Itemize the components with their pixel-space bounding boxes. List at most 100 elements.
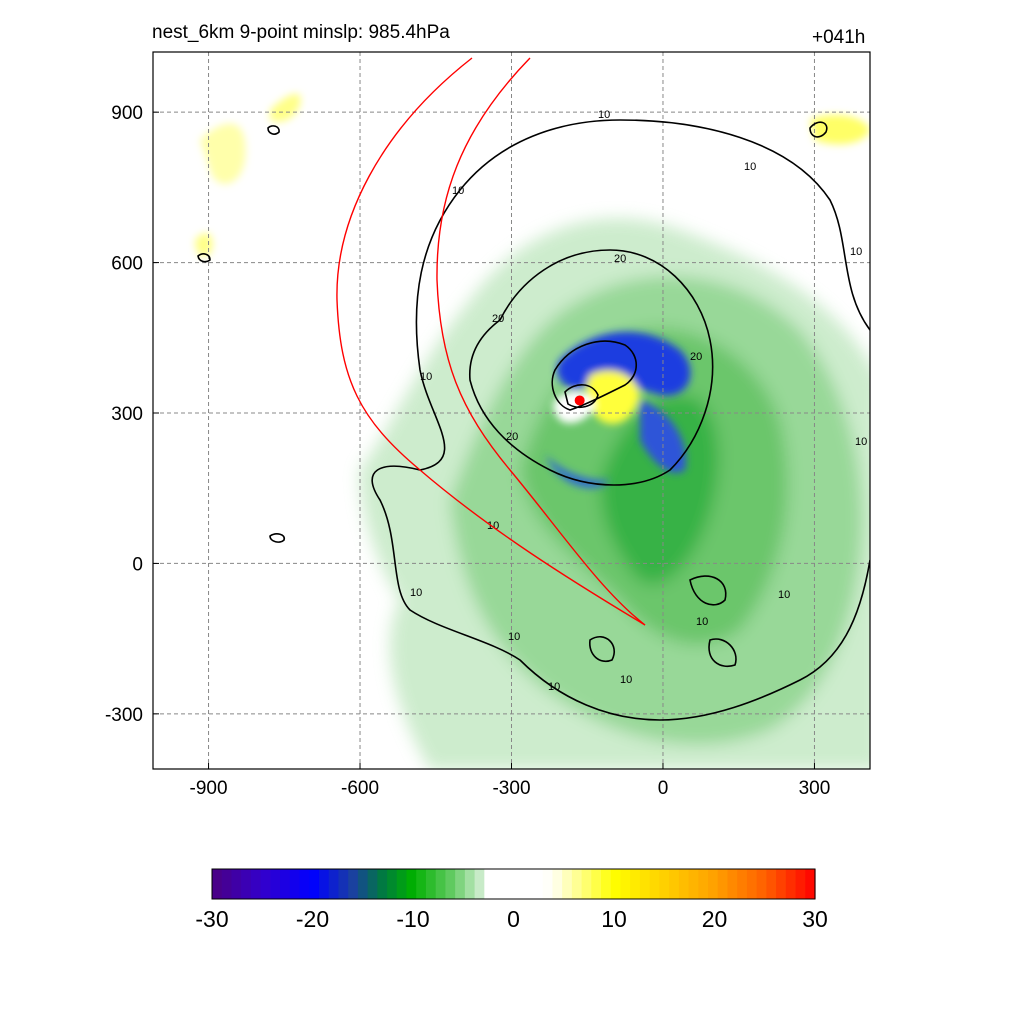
colorbar-segment [445, 869, 456, 899]
colorbar-segment [474, 869, 485, 899]
colorbar-segment [766, 869, 777, 899]
contour-label-20: 20 [614, 253, 626, 265]
colorbar-segment [610, 869, 622, 899]
colorbar-segment [221, 869, 233, 899]
colorbar-segment [416, 869, 427, 899]
colorbar-segment [688, 869, 699, 899]
contour-label-10: 10 [548, 681, 560, 693]
contour-label-10: 10 [696, 616, 708, 628]
grid-lines [153, 52, 870, 769]
storm-center-marker [574, 395, 585, 406]
colorbar-tick-label: -20 [296, 906, 329, 932]
contour-label-10: 10 [855, 436, 867, 448]
colorbar [211, 868, 816, 900]
colorbar-tick-label: 30 [802, 906, 828, 932]
contour-label-10: 10 [620, 674, 632, 686]
colorbar-segment [494, 869, 505, 899]
colorbar-segment [717, 869, 729, 899]
colorbar-segment [620, 869, 631, 899]
colorbar-segment [542, 869, 554, 899]
colorbar-segment [241, 869, 252, 899]
y-tick-label: 0 [132, 554, 143, 575]
colorbar-segment [776, 869, 787, 899]
contour-label-10: 10 [850, 246, 862, 258]
colorbar-segment [581, 869, 592, 899]
colorbar-segment [250, 869, 262, 899]
colorbar-tick-label: 10 [601, 906, 627, 932]
colorbar-segment [649, 869, 660, 899]
plot-title: nest_6km 9-point minslp: 985.4hPa [152, 22, 450, 43]
colorbar-frame [211, 868, 816, 900]
contour-label-10: 10 [744, 161, 756, 173]
track-lines [336, 57, 646, 626]
colorbar-segment [678, 869, 690, 899]
colorbar-segment [357, 869, 369, 899]
colorbar-segment [708, 869, 719, 899]
colorbar-segment [367, 869, 378, 899]
colorbar-segment [318, 869, 330, 899]
colorbar-segment [377, 869, 388, 899]
contour-label-10: 10 [452, 185, 464, 197]
y-tick-label: 300 [111, 404, 143, 425]
colorbar-segment [639, 869, 651, 899]
colorbar-segment [630, 869, 641, 899]
colorbar-segment [328, 869, 340, 899]
colorbar-tick-label: 20 [702, 906, 728, 932]
colorbar-segment [532, 869, 544, 899]
x-tick-label: 300 [799, 778, 831, 799]
colorbar-segment [348, 869, 359, 899]
colorbar-segment [805, 869, 816, 899]
track-line-outer [336, 57, 646, 626]
colorbar-segment [455, 869, 466, 899]
contour-label-10: 10 [598, 109, 610, 121]
colorbar-segment [669, 869, 680, 899]
contour-label-20: 20 [492, 313, 504, 325]
colorbar-segment [746, 869, 758, 899]
x-tick-label: -600 [341, 778, 379, 799]
colorbar-segment [289, 869, 301, 899]
colorbar-segment [425, 869, 437, 899]
colorbar-segment [435, 869, 447, 899]
forecast-hour-label: +041h [812, 27, 866, 48]
contour-label-10: 10 [410, 587, 422, 599]
colorbar-segment [571, 869, 583, 899]
colorbar-segment [503, 869, 515, 899]
field-shading [195, 93, 870, 769]
colorbar-segment [523, 869, 534, 899]
colorbar-segment [396, 869, 408, 899]
colorbar-segment [737, 869, 748, 899]
colorbar-ticks: -30 -20 -10 0 10 20 30 [195, 906, 827, 932]
colorbar-segment [387, 869, 398, 899]
colorbar-segment [513, 869, 524, 899]
y-axis-ticks: -300 0 300 600 900 [105, 103, 159, 726]
colorbar-tick-label: -30 [195, 906, 228, 932]
colorbar-segment [338, 869, 349, 899]
y-tick-label: 600 [111, 254, 143, 275]
contour-label-10: 10 [508, 631, 520, 643]
colorbar-segment [231, 869, 242, 899]
colorbar-segment [552, 869, 563, 899]
colorbar-segment [785, 869, 797, 899]
wind-contours [197, 119, 870, 721]
colorbar-segment [260, 869, 271, 899]
contour-label-20: 20 [506, 431, 518, 443]
colorbar-segment [270, 869, 281, 899]
colorbar-segment [727, 869, 738, 899]
x-tick-label: -900 [190, 778, 228, 799]
colorbar-segment [406, 869, 417, 899]
contour-label-20: 20 [690, 351, 702, 363]
colorbar-segment [756, 869, 767, 899]
colorbar-segment [280, 869, 291, 899]
colorbar-tick-label: 0 [507, 906, 520, 932]
colorbar-segment [659, 869, 670, 899]
x-axis-ticks: -900 -600 -300 0 300 [190, 763, 831, 799]
x-tick-label: 0 [658, 778, 669, 799]
colorbar-segment [698, 869, 709, 899]
contour-label-10: 10 [778, 589, 790, 601]
colorbar-tick-label: -10 [396, 906, 429, 932]
colorbar-segment [601, 869, 612, 899]
colorbar-segment [212, 869, 223, 899]
colorbar-segment [464, 869, 476, 899]
x-tick-label: -300 [492, 778, 530, 799]
